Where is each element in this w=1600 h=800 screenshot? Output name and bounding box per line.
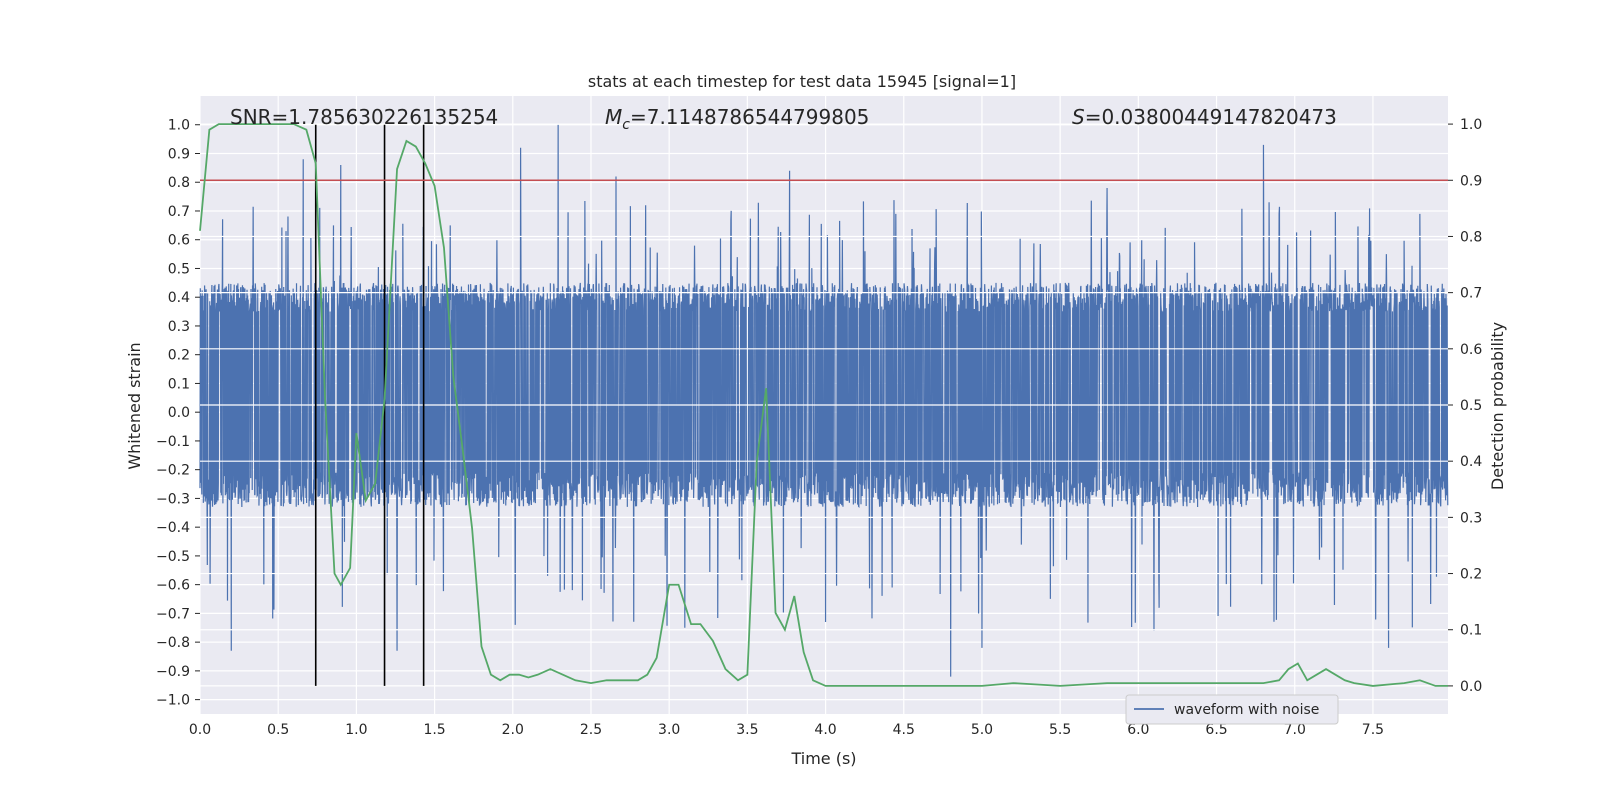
x-tick-label: 0.5 bbox=[267, 722, 289, 738]
s-value: =0.03800449147820473 bbox=[1085, 105, 1337, 129]
y-right-tick-label: 0.9 bbox=[1460, 173, 1482, 189]
noise-series bbox=[199, 124, 1449, 677]
s-symbol: S bbox=[1072, 105, 1085, 129]
chart-title: stats at each timestep for test data 159… bbox=[588, 72, 1016, 91]
y-left-tick-label: −0.4 bbox=[156, 520, 190, 536]
x-tick-label: 7.0 bbox=[1284, 722, 1306, 738]
legend-box bbox=[1125, 694, 1339, 725]
legend: waveform with noise bbox=[1125, 694, 1339, 725]
y-left-tick-label: −0.2 bbox=[156, 463, 190, 479]
x-tick-label: 0.0 bbox=[189, 722, 211, 738]
x-tick-label: 1.0 bbox=[345, 722, 367, 738]
x-tick-label: 4.5 bbox=[893, 722, 915, 738]
y-left-tick-label: 0.0 bbox=[168, 405, 190, 421]
y-left-tick-label: −0.8 bbox=[156, 635, 190, 651]
noise-waveform bbox=[199, 124, 1449, 677]
y-right-tick-label: 0.5 bbox=[1460, 398, 1482, 414]
y-right-tick-label: 0.7 bbox=[1460, 286, 1482, 302]
detection-probability-series bbox=[199, 123, 1448, 687]
x-tick-label: 3.5 bbox=[736, 722, 758, 738]
y-right-tick-label: 0.8 bbox=[1460, 229, 1482, 245]
x-tick-label: 2.5 bbox=[580, 722, 602, 738]
x-tick-label: 6.5 bbox=[1205, 722, 1227, 738]
y-right-tick-label: 0.2 bbox=[1460, 567, 1482, 583]
y-left-tick-label: −0.3 bbox=[156, 491, 190, 507]
y-left-tick-label: 0.4 bbox=[168, 290, 190, 306]
y-right-tick-label: 0.3 bbox=[1460, 510, 1482, 526]
y-right-tick-label: 0.6 bbox=[1460, 342, 1482, 358]
chirp-mass-annotation: Mc=7.1148786544799805 bbox=[605, 105, 869, 133]
s-annotation: S=0.03800449147820473 bbox=[1072, 105, 1337, 129]
chirp-mass-value: =7.1148786544799805 bbox=[630, 105, 869, 129]
y-left-tick-label: 0.7 bbox=[168, 204, 190, 220]
chirp-mass-subscript: c bbox=[622, 117, 630, 133]
y-left-tick-label: −1.0 bbox=[156, 693, 190, 709]
y-left-tick-labels: −1.0 −0.9 −0.8 −0.7 −0.6 −0.5 −0.4 −0.3 −0.2 −0.1… bbox=[156, 118, 200, 709]
y-right-tick-label: 0.1 bbox=[1460, 623, 1482, 639]
x-tick-label: 3.0 bbox=[658, 722, 680, 738]
y-right-tick-label: 0.0 bbox=[1460, 679, 1482, 695]
y-left-tick-label: 0.6 bbox=[168, 233, 190, 249]
y-right-tick-labels: 0.0 0.1 0.2 0.3 0.4 0.5 0.6 0.7 0.8 0.9 1.0 bbox=[1448, 117, 1482, 695]
x-tick-label: 6.0 bbox=[1127, 722, 1149, 738]
y-left-tick-label: 0.2 bbox=[168, 348, 190, 364]
y-left-tick-label: 0.1 bbox=[168, 376, 190, 392]
y-left-tick-label: −0.7 bbox=[156, 606, 190, 622]
y-left-tick-label: 0.3 bbox=[168, 319, 190, 335]
y-right-tick-label: 1.0 bbox=[1460, 117, 1482, 133]
x-tick-label: 2.0 bbox=[502, 722, 524, 738]
y-left-tick-label: −0.9 bbox=[156, 664, 190, 680]
x-tick-label: 5.0 bbox=[971, 722, 993, 738]
x-axis-label: Time (s) bbox=[790, 749, 856, 768]
y-right-axis-label: Detection probability bbox=[1488, 322, 1507, 490]
y-left-tick-label: 1.0 bbox=[168, 118, 190, 134]
y-left-tick-label: 0.5 bbox=[168, 261, 190, 277]
legend-label: waveform with noise bbox=[1174, 702, 1319, 718]
x-tick-label: 7.5 bbox=[1362, 722, 1384, 738]
x-tick-labels: 0.0 0.5 1.0 1.5 2.0 2.5 3.0 3.5 4.0 4.5 5.0 5.5 6.0 6… bbox=[189, 722, 1384, 738]
y-left-axis-label: Whitened strain bbox=[125, 342, 144, 469]
chirp-mass-symbol: M bbox=[605, 105, 622, 129]
x-tick-label: 1.5 bbox=[423, 722, 445, 738]
snr-annotation: SNR=1.785630226135254 bbox=[230, 105, 498, 129]
y-right-tick-label: 0.4 bbox=[1460, 454, 1482, 470]
x-tick-label: 5.5 bbox=[1049, 722, 1071, 738]
x-tick-label: 4.0 bbox=[814, 722, 836, 738]
y-left-tick-label: −0.1 bbox=[156, 434, 190, 450]
y-left-tick-label: −0.6 bbox=[156, 578, 190, 594]
y-left-tick-label: −0.5 bbox=[156, 549, 190, 565]
y-left-tick-label: 0.8 bbox=[168, 175, 190, 191]
y-left-tick-label: 0.9 bbox=[168, 146, 190, 162]
